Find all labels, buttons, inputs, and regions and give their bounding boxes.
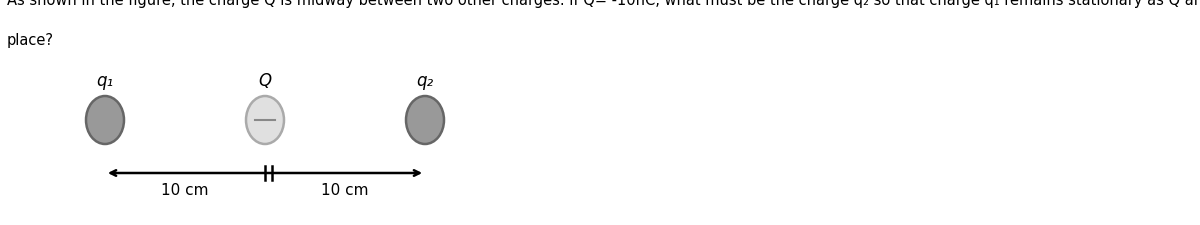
Ellipse shape xyxy=(246,97,284,144)
Text: q₂: q₂ xyxy=(416,72,433,90)
Text: As shown in the figure, the charge Q is midway between two other charges. If Q= : As shown in the figure, the charge Q is … xyxy=(7,0,1200,8)
Text: 10 cm: 10 cm xyxy=(161,182,209,197)
Ellipse shape xyxy=(406,97,444,144)
Text: q₁: q₁ xyxy=(96,72,114,90)
Text: Q: Q xyxy=(258,72,271,90)
Text: place?: place? xyxy=(7,33,54,48)
Text: 10 cm: 10 cm xyxy=(322,182,368,197)
Ellipse shape xyxy=(86,97,124,144)
